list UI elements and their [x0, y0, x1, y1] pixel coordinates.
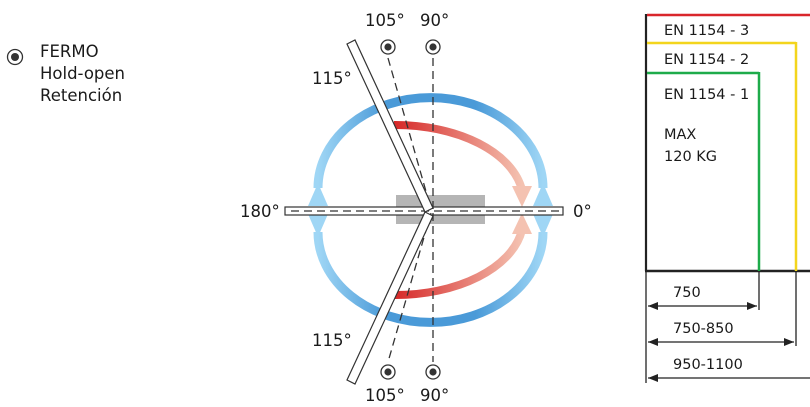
- legend-line-en: Hold-open: [40, 64, 125, 83]
- door-class-diagram: EN 1154 - 3 EN 1154 - 2 EN 1154 - 1 MAX …: [644, 13, 810, 383]
- inner-arrowhead-top: [512, 186, 532, 207]
- hold-open-point-icon: [6, 48, 24, 66]
- class-label-en3: EN 1154 - 3: [664, 23, 749, 39]
- max-weight-value: 120 KG: [664, 149, 717, 165]
- angle-label-105-top: 105°: [365, 11, 405, 30]
- angle-label-90-bottom: 90°: [420, 386, 449, 405]
- class-label-en1: EN 1154 - 1: [664, 87, 749, 103]
- legend-line-it: FERMO: [40, 42, 99, 61]
- angle-label-180: 180°: [240, 202, 280, 221]
- hold-open-point-icon: [425, 39, 441, 55]
- outer-arrow-bottom: [313, 231, 548, 327]
- width-label-750-850: 750-850: [673, 321, 734, 337]
- width-label-950-1100: 950-1100: [673, 357, 743, 373]
- width-label-750: 750: [673, 285, 701, 301]
- outer-arrowhead-bottom-left: [308, 214, 328, 237]
- inner-closing-arrows: [393, 120, 532, 300]
- hold-open-point-icon: [425, 364, 441, 380]
- legend-line-es: Retención: [40, 86, 123, 105]
- dimension-line-750-850: [648, 338, 794, 346]
- hold-open-point-icon: [380, 364, 396, 380]
- door-open-115-bottom: [346, 211, 434, 385]
- reference-line-105-top: [387, 57, 432, 210]
- dimension-line-750: [648, 302, 757, 310]
- door-open-115-top: [346, 39, 434, 213]
- angle-label-115-top: 115°: [312, 69, 352, 88]
- angle-label-90-top: 90°: [420, 11, 449, 30]
- angle-label-115-bottom: 115°: [312, 331, 352, 350]
- class-label-en2: EN 1154 - 2: [664, 52, 749, 68]
- angle-label-0: 0°: [573, 202, 592, 221]
- inner-arrow-top: [393, 120, 526, 192]
- outer-arrow-top: [313, 93, 548, 189]
- dimension-line-950-1100: [648, 374, 810, 382]
- inner-arrowhead-bottom: [512, 213, 532, 234]
- outer-arrowhead-top-left: [308, 183, 328, 206]
- angle-label-105-bottom: 105°: [365, 386, 405, 405]
- outer-arrowhead-top-right: [533, 183, 553, 206]
- hold-open-point-icon: [380, 39, 396, 55]
- max-label: MAX: [664, 127, 696, 143]
- inner-arrow-bottom: [393, 228, 526, 300]
- hold-open-legend-text: FERMO Hold-open Retención: [40, 41, 125, 107]
- outer-arrowhead-bottom-right: [533, 214, 553, 237]
- outer-opening-arrows: [308, 93, 553, 327]
- hold-open-points: [380, 39, 441, 380]
